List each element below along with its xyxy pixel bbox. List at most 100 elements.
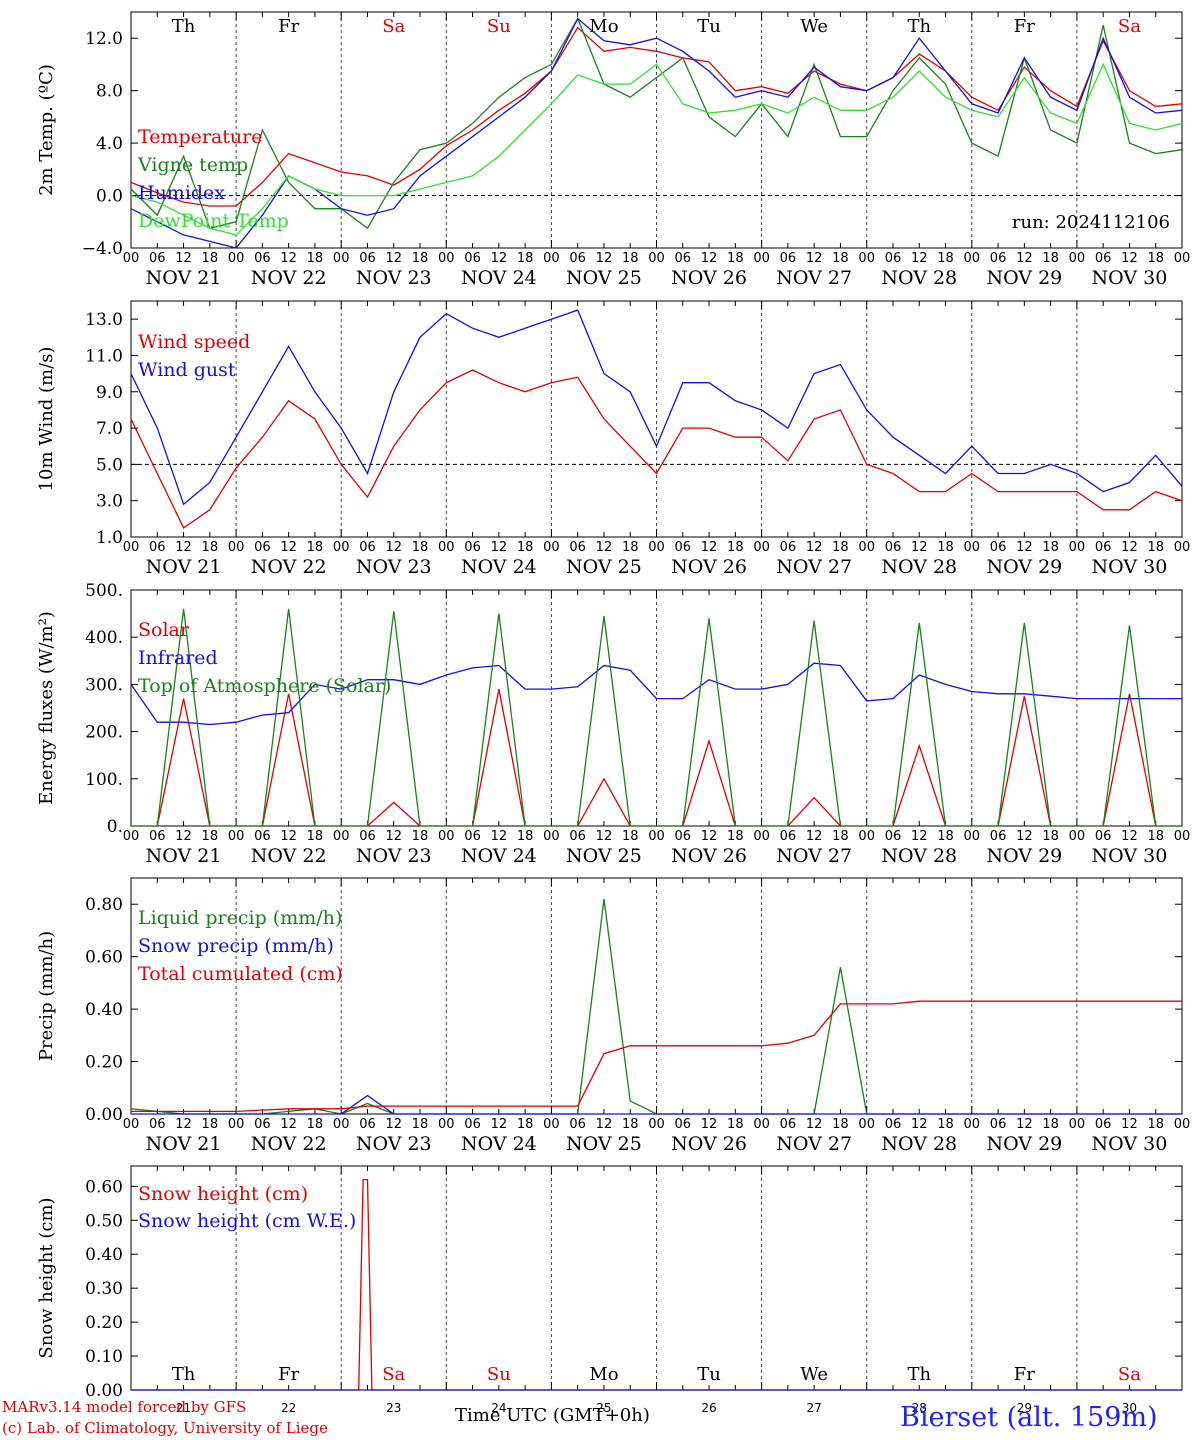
date-label: NOV 25 (566, 845, 642, 867)
hour-tick-label: 18 (307, 1117, 324, 1132)
hour-tick-label: 12 (596, 251, 613, 266)
y-tick-label: 8.0 (96, 82, 123, 102)
hour-tick-label: 12 (175, 251, 192, 266)
hour-tick-label: 06 (990, 1117, 1007, 1132)
y-tick-label: 5.0 (96, 455, 123, 475)
hour-tick-label: 00 (1069, 829, 1086, 844)
series-line (131, 608, 1182, 827)
hour-tick-label: 00 (543, 829, 560, 844)
hour-tick-label: 00 (543, 540, 560, 555)
hour-tick-label: 06 (780, 251, 797, 266)
hour-tick-label: 18 (1147, 540, 1164, 555)
date-label: NOV 24 (461, 267, 537, 289)
hour-tick-label: 18 (727, 251, 744, 266)
date-label: NOV 25 (566, 1133, 642, 1155)
hour-tick-label: 00 (1174, 540, 1191, 555)
date-label: NOV 27 (776, 556, 852, 578)
hour-tick-label: 00 (964, 251, 981, 266)
legend-entry: Snow height (cm W.E.) (138, 1210, 356, 1232)
hour-tick-label: 00 (123, 1117, 140, 1132)
y-tick-label: 9.0 (96, 383, 123, 403)
hour-tick-label: 12 (491, 540, 508, 555)
x-axis-label: Time UTC (GMT+0h) (455, 1405, 650, 1426)
y-tick-label: 0.30 (85, 1279, 123, 1299)
y-axis-label: Energy fluxes (W/m²) (36, 611, 57, 805)
hour-tick-label: 18 (727, 1117, 744, 1132)
y-tick-label: 0.40 (85, 1000, 123, 1020)
hour-tick-label: 06 (149, 251, 166, 266)
hour-tick-label: 00 (228, 251, 245, 266)
hour-tick-label: 06 (149, 1117, 166, 1132)
hour-tick-label: 18 (307, 829, 324, 844)
hour-tick-label: 12 (701, 1117, 718, 1132)
hour-tick-label: 00 (333, 251, 350, 266)
date-label: NOV 23 (356, 1133, 432, 1155)
hour-tick-label: 12 (1121, 829, 1138, 844)
y-tick-label: 0.60 (85, 948, 123, 968)
series-line (130, 62, 1183, 236)
hour-tick-label: 06 (780, 829, 797, 844)
hour-tick-label: 06 (149, 540, 166, 555)
hour-tick-label: 18 (202, 1117, 219, 1132)
hour-tick-label: 06 (780, 1117, 797, 1132)
y-tick-label: 0.00 (85, 1381, 123, 1401)
hour-tick-label: 00 (228, 1117, 245, 1132)
hour-tick-label: 12 (701, 829, 718, 844)
hour-tick-label: 18 (622, 251, 639, 266)
hour-tick-label: 00 (858, 1117, 875, 1132)
hour-tick-label: 18 (937, 251, 954, 266)
hour-tick-label: 00 (964, 540, 981, 555)
hour-tick-label: 12 (596, 829, 613, 844)
y-tick-label: 13.0 (85, 310, 123, 330)
series-line (130, 17, 1183, 230)
hour-tick-label: 06 (254, 829, 271, 844)
panel-4: 0.80 0.60 0.40 0.20 0.00 Precip (mm/h) 00 06 12 1… (36, 877, 1190, 1155)
hour-tick-label: 00 (648, 829, 665, 844)
hour-tick-label: 18 (412, 1117, 429, 1132)
hour-tick-label: 06 (254, 251, 271, 266)
date-label: NOV 24 (461, 845, 537, 867)
date-label: NOV 27 (776, 845, 852, 867)
hour-tick-label: 18 (832, 251, 849, 266)
y-tick-label: 0.20 (85, 1313, 123, 1333)
hour-tick-label: 06 (1095, 1117, 1112, 1132)
hour-tick-label: 12 (175, 829, 192, 844)
hour-tick-label: 18 (1042, 829, 1059, 844)
hour-tick-label: 06 (990, 829, 1007, 844)
hour-tick-label: 00 (438, 251, 455, 266)
hour-tick-label: 18 (1042, 251, 1059, 266)
hour-tick-label: 18 (412, 829, 429, 844)
hour-tick-label: 12 (701, 540, 718, 555)
hour-tick-label: 00 (648, 251, 665, 266)
day-number-label: 22 (281, 1401, 296, 1415)
hour-tick-label: 12 (911, 1117, 928, 1132)
hour-tick-label: 12 (175, 540, 192, 555)
hour-tick-label: 06 (464, 1117, 481, 1132)
hour-tick-label: 00 (228, 540, 245, 555)
hour-tick-label: 00 (858, 251, 875, 266)
hour-tick-label: 12 (280, 251, 297, 266)
hour-tick-label: 18 (1147, 1117, 1164, 1132)
weekday-label: Sa (382, 1364, 405, 1385)
y-tick-label: −4.0 (82, 239, 123, 259)
hour-tick-label: 00 (123, 540, 140, 555)
hour-tick-label: 18 (1042, 540, 1059, 555)
y-tick-label: 0.0 (96, 187, 123, 207)
y-axis-label: Snow height (cm) (36, 1197, 57, 1358)
y-tick-label: 0. (107, 817, 123, 837)
series-line (130, 369, 1183, 529)
y-axis-label: 2m Temp. (ºC) (36, 64, 57, 196)
hour-tick-label: 06 (675, 251, 692, 266)
hour-tick-label: 12 (596, 1117, 613, 1132)
date-label: NOV 27 (776, 267, 852, 289)
date-label: NOV 26 (671, 556, 747, 578)
legend-entry: Wind speed (138, 331, 250, 353)
hour-tick-label: 00 (543, 1117, 560, 1132)
model-credit: MARv3.14 model forced by GFS (2, 1398, 247, 1416)
weekday-label: Th (907, 16, 931, 37)
weekday-label: Su (487, 16, 511, 37)
hour-tick-label: 06 (675, 540, 692, 555)
weekday-label: Th (172, 1364, 196, 1385)
day-number-label: 25 (596, 1401, 611, 1415)
